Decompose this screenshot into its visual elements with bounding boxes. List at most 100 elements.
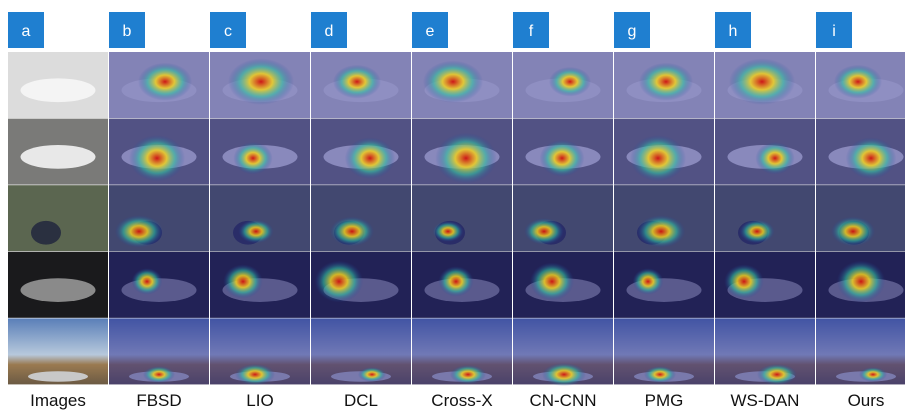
image-tile [412,119,512,185]
image-tile [715,119,815,185]
image-tile [816,185,905,251]
image-tile [210,318,310,385]
image-tile [210,52,310,118]
image-tile [614,119,714,185]
heatmap-blob [530,262,574,300]
heatmap-blob [831,217,875,247]
column-letter: d [325,23,334,40]
image-tile [412,185,512,251]
image-tile [8,119,108,185]
column-letter: h [729,23,738,40]
image-tile [816,252,905,318]
column-letter: a [22,23,31,40]
heatmap-blob [228,58,294,104]
image-tile [412,318,512,384]
image-tile [311,119,411,185]
heatmap-blob [345,137,395,179]
heatmap-tint [513,185,613,251]
heatmap-blob [315,261,363,303]
column-caption: FBSD [136,391,181,410]
heatmap-blob [630,135,686,181]
heatmap-blob [138,63,192,101]
heatmap-blob [233,142,272,175]
image-tile [8,185,108,251]
heatmap-blob [639,63,693,101]
image-tile [210,119,310,185]
heatmap-blob [433,221,464,242]
heatmap-blob [644,366,676,383]
heatmap-blob [333,65,381,99]
column-caption: PMG [645,391,684,410]
heatmap-blob [724,264,764,298]
image-tile [513,185,613,251]
image-tile [412,252,512,318]
heatmap-blob [330,217,374,247]
heatmap-blob [115,215,163,248]
image-tile [816,318,905,384]
heatmap-blob [540,140,585,177]
image-tile [614,252,714,318]
image-tile [412,52,512,118]
image-tile [513,252,613,318]
column-caption: LIO [246,391,273,410]
image-tile [816,52,905,118]
heatmap-blob [633,268,664,295]
image-tile [513,52,613,118]
column-letter: b [123,23,132,40]
heatmap-blob [542,363,586,386]
column-letter: f [529,23,534,40]
car [21,78,96,102]
column-letter: e [426,23,435,40]
heatmap-blob [834,65,882,99]
heatmap-blob [739,220,774,244]
image-tile [8,252,108,318]
image-tile [715,318,815,385]
heatmap-blob [143,366,175,383]
heatmap-blob [755,142,794,175]
heatmap-blob [132,268,163,295]
image-tile [311,252,411,318]
heatmap-blob [524,218,564,245]
column-caption: Cross-X [431,391,492,410]
column-letter: g [628,23,637,40]
image-tile [210,252,310,318]
image-tile [311,318,411,384]
image-tile [311,185,411,251]
image-tile [513,318,613,386]
heatmap-blob [757,364,797,385]
image-tile [311,52,411,118]
column-letter: i [832,23,836,40]
image-tile [109,318,209,384]
image-tile [8,52,108,118]
image-tile [715,185,815,251]
image-tile [8,318,108,384]
car [21,145,96,169]
image-tile [210,185,310,251]
heatmap-blob [729,58,795,104]
heatmap-blob [438,266,473,296]
image-tile [109,252,209,318]
heatmap-blob [129,135,185,181]
heatmap-blob [238,220,273,244]
heatmap-blob [358,367,386,382]
car [31,221,61,245]
tile-background [8,185,108,251]
column-caption: DCL [344,391,378,410]
heatmap-blob [637,215,685,248]
column-caption: Ours [848,391,885,410]
column-caption: WS-DAN [731,391,800,410]
heatmap-blob [846,137,896,179]
image-tile [614,318,714,384]
heatmap-tint [614,252,714,318]
column-caption: Images [30,391,86,410]
heatmap-blob [423,61,483,103]
car [21,278,96,302]
image-tile [715,252,815,318]
heatmap-blob [223,264,263,298]
heatmap-blob [235,364,275,385]
heatmap-blob [450,365,486,384]
heatmap-blob [837,261,885,303]
image-tile [715,52,815,118]
figure: aImagesbFBSDcLIOdDCLeCross-XfCN-CNNgPMGh… [0,0,905,412]
image-tile [109,52,209,118]
